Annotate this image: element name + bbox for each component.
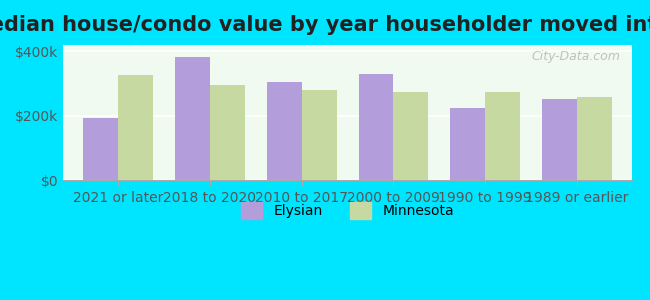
- Bar: [175, 57, 210, 180]
- Bar: [267, 82, 302, 180]
- Bar: [83, 118, 118, 180]
- Bar: [210, 85, 245, 180]
- Title: Median house/condo value by year householder moved into unit: Median house/condo value by year househo…: [0, 15, 650, 35]
- Bar: [359, 74, 393, 180]
- Bar: [118, 76, 153, 180]
- Bar: [302, 90, 337, 180]
- Text: City-Data.com: City-Data.com: [532, 50, 621, 63]
- Bar: [542, 99, 577, 180]
- Bar: [393, 92, 428, 180]
- Bar: [577, 97, 612, 180]
- Bar: [450, 108, 486, 180]
- Bar: [486, 92, 520, 180]
- Legend: Elysian, Minnesota: Elysian, Minnesota: [236, 196, 460, 225]
